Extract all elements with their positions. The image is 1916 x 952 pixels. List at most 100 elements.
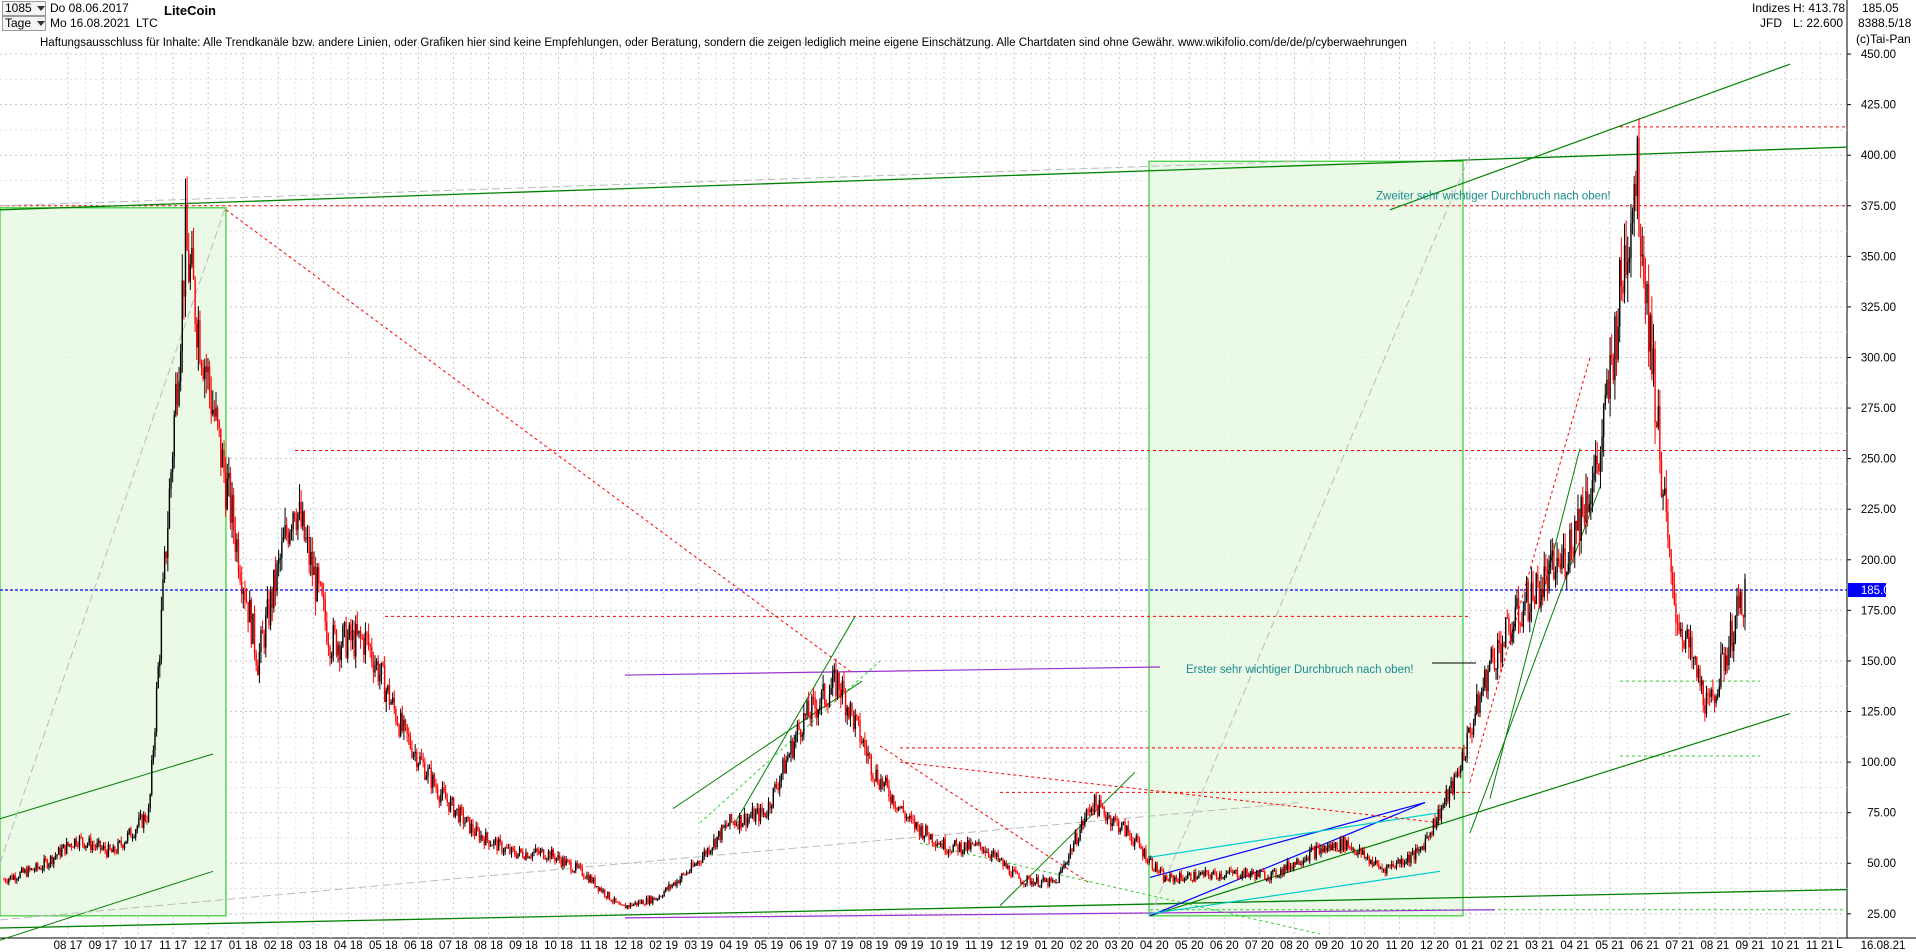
cyan-line-bottom (1149, 870, 1441, 915)
candle-body (481, 835, 484, 839)
candle-body (268, 599, 270, 626)
current-price-label: 185.05 (1861, 585, 1896, 597)
candle-body (1448, 787, 1451, 802)
candle-body (639, 901, 641, 904)
candle-body (1604, 395, 1606, 406)
candle-body (276, 563, 278, 592)
candle-body (432, 774, 434, 788)
candle-body (1358, 848, 1361, 852)
candle-body (45, 858, 47, 860)
candle-body (1681, 629, 1684, 641)
candle-body (1125, 825, 1128, 836)
candle-body (811, 696, 813, 720)
candle-body (987, 851, 990, 856)
candle-body (1248, 873, 1250, 877)
candle-body (493, 840, 495, 846)
candle-body (1127, 825, 1129, 833)
chevron-down-icon (37, 6, 45, 11)
candle-body (809, 716, 811, 720)
candle-body (1084, 818, 1086, 826)
candle-body (828, 694, 831, 707)
candle-body (1098, 800, 1101, 817)
candle-body (281, 541, 283, 559)
candle-body (22, 868, 24, 873)
candle-body (918, 826, 921, 836)
candle-body (1646, 283, 1648, 304)
candle-body (1487, 670, 1489, 692)
candle-body (1464, 757, 1467, 760)
x-tick-label: 09 21 (1736, 940, 1765, 952)
axis-end-label: L (1836, 937, 1843, 951)
candle-body (1602, 405, 1605, 437)
candle-body (819, 705, 821, 711)
candle-body (1533, 600, 1536, 604)
candle-body (186, 204, 188, 251)
candle-body (1130, 835, 1133, 842)
candle-body (1504, 617, 1507, 647)
x-tick-label: 10 21 (1771, 940, 1800, 952)
candle-body (1002, 859, 1004, 866)
candle-body (1337, 850, 1340, 852)
candle-body (905, 817, 908, 819)
candle-body (1215, 873, 1218, 878)
candle-body (637, 901, 640, 905)
candle-body (430, 767, 432, 788)
candle-body (1678, 623, 1680, 632)
candle-body (504, 847, 506, 852)
candle-body (1122, 821, 1125, 823)
candle-body (353, 630, 355, 657)
candle-body (1577, 508, 1579, 531)
candle-body (303, 511, 306, 540)
candle-body (827, 705, 829, 707)
candle-body (499, 838, 501, 842)
candle-body (53, 857, 55, 865)
candle-body (134, 830, 137, 838)
candle-body (1408, 854, 1411, 863)
candle-body (705, 851, 707, 855)
candle-body (1003, 862, 1006, 866)
candle-body (984, 850, 987, 853)
candle-body (954, 840, 956, 846)
x-tick-label: 11 20 (1386, 940, 1414, 952)
candle-body (168, 488, 171, 529)
chart-title: LiteCoin (164, 3, 216, 18)
candle-body (957, 844, 959, 852)
candle-body (885, 777, 887, 783)
candle-body (205, 366, 208, 373)
candle-body (154, 731, 156, 751)
candle-body (1707, 693, 1709, 695)
candle-body (846, 707, 848, 716)
candle-body (788, 754, 791, 758)
x-tick-label: 04 19 (719, 940, 748, 952)
candle-body (1651, 315, 1653, 375)
candle-body (729, 814, 731, 825)
candle-body (1556, 557, 1558, 573)
candle-body (151, 760, 153, 795)
candle-body (1387, 864, 1390, 866)
channel-top-2017 (0, 753, 214, 820)
count-select[interactable]: 1085 (2, 1, 46, 16)
candle-body (1710, 689, 1712, 697)
candle-body (1500, 643, 1502, 663)
candle-body (96, 842, 98, 848)
candle-body (693, 864, 696, 867)
candle-body (366, 632, 368, 634)
candle-body (825, 703, 828, 706)
candle-body (204, 366, 206, 380)
candle-body (422, 759, 424, 763)
date-from: Do 08.06.2017 (50, 1, 129, 15)
interval-select[interactable]: Tage (2, 16, 46, 31)
candle-body (795, 734, 797, 742)
candle-body (1718, 686, 1721, 696)
candle-body (1564, 548, 1566, 577)
x-tick-label: 08 17 (54, 940, 83, 952)
x-tick-label: 05 21 (1595, 940, 1624, 952)
candle-body (1704, 705, 1706, 714)
candle-body (775, 784, 778, 788)
candle-body (1541, 588, 1544, 597)
candle-body (1525, 581, 1528, 602)
candle-body (570, 862, 572, 872)
candle-body (779, 780, 781, 790)
candle-body (896, 807, 898, 811)
